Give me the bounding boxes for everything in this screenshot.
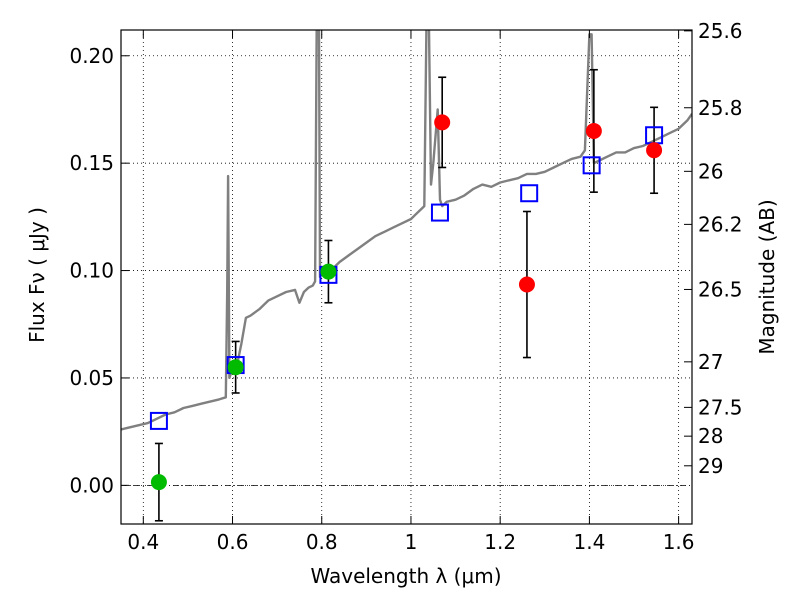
y-tick-label: 0.10 [69, 259, 114, 283]
observed-point [646, 142, 663, 159]
right-tick-label: 26 [698, 159, 723, 183]
model-square-point [149, 411, 168, 430]
x-tick-label: 0.8 [306, 530, 338, 554]
y-tick-label: 0.05 [69, 366, 114, 390]
right-tick-label: 27.5 [698, 395, 743, 419]
observed-point [320, 263, 337, 280]
x-tick-label: 1.6 [663, 530, 695, 554]
right-tick-label: 27 [698, 350, 723, 374]
observed-point [585, 122, 602, 139]
y-axis-label: Flux Fν ( μJy ) [25, 207, 49, 343]
observed-point [518, 276, 535, 293]
y-tick-label: 0.20 [69, 44, 114, 68]
y-tick-label: 0.15 [69, 151, 114, 175]
x-tick-label: 1 [405, 530, 418, 554]
model-square-point [430, 203, 449, 222]
observed-point [434, 114, 451, 131]
model-square-point [520, 184, 539, 203]
observed-point [150, 474, 167, 491]
axis-ticks: 0.4 0.6 0.8 1 1.2 1.4 1.6 0.00 0.05 0.10 0.15 0.20 2… [69, 19, 742, 554]
plot-area [121, 30, 692, 522]
spectrum-line [121, 30, 692, 431]
x-tick-label: 0.6 [217, 530, 249, 554]
y-axis-right-label: Magnitude (AB) [755, 199, 779, 354]
observed-point [227, 359, 244, 376]
x-tick-label: 1.2 [484, 530, 516, 554]
x-tick-label: 1.4 [573, 530, 605, 554]
right-tick-label: 28 [698, 424, 723, 448]
right-tick-label: 25.8 [698, 96, 743, 120]
grid-lines [121, 30, 692, 524]
right-tick-label: 26.5 [698, 277, 743, 301]
right-tick-label: 25.6 [698, 19, 743, 43]
y-tick-label: 0.00 [69, 473, 114, 497]
right-tick-label: 26.2 [698, 212, 743, 236]
plot-frame [120, 29, 693, 525]
x-tick-label: 0.4 [127, 530, 159, 554]
x-axis-label: Wavelength λ (μm) [310, 564, 501, 588]
right-tick-label: 29 [698, 454, 723, 478]
model-square-point [582, 156, 601, 175]
